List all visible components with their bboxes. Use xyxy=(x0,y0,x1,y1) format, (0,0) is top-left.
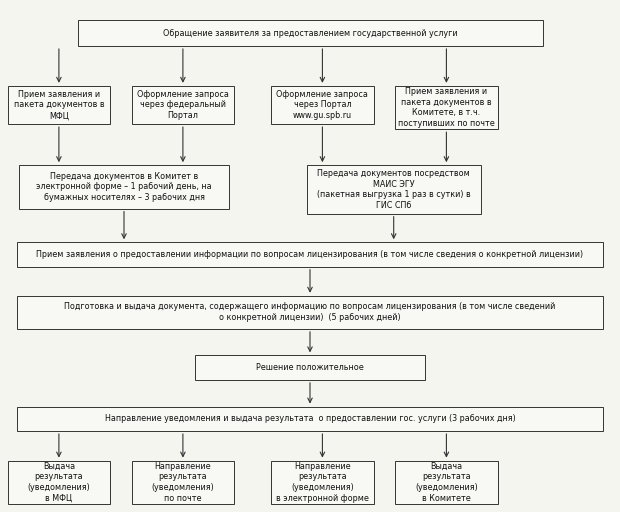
Text: Решение положительное: Решение положительное xyxy=(256,363,364,372)
Text: Передача документов посредством
МАИС ЭГУ
(пакетная выгрузка 1 раз в сутки) в
ГИС: Передача документов посредством МАИС ЭГУ… xyxy=(317,169,471,210)
Text: Выдача
результата
(уведомления)
в МФЦ: Выдача результата (уведомления) в МФЦ xyxy=(27,462,91,503)
FancyBboxPatch shape xyxy=(131,461,234,504)
FancyBboxPatch shape xyxy=(17,295,603,329)
Text: Направление
результата
(уведомления)
по почте: Направление результата (уведомления) по … xyxy=(151,462,215,503)
FancyBboxPatch shape xyxy=(78,20,542,46)
FancyBboxPatch shape xyxy=(17,242,603,267)
FancyBboxPatch shape xyxy=(7,461,110,504)
FancyBboxPatch shape xyxy=(272,86,373,124)
Text: Передача документов в Комитет в
электронной форме – 1 рабочий день, на
бумажных : Передача документов в Комитет в электрон… xyxy=(36,172,212,202)
Text: Направление уведомления и выдача результата  о предоставлении гос. услуги (3 раб: Направление уведомления и выдача результ… xyxy=(105,414,515,423)
Text: Подготовка и выдача документа, содержащего информацию по вопросам лицензирования: Подготовка и выдача документа, содержаще… xyxy=(64,303,556,322)
Text: Выдача
результата
(уведомления)
в Комитете: Выдача результата (уведомления) в Комите… xyxy=(415,462,478,503)
FancyBboxPatch shape xyxy=(131,86,234,124)
FancyBboxPatch shape xyxy=(17,407,603,431)
Text: Прием заявления и
пакета документов в
Комитете, в т.ч.
поступивших по почте: Прием заявления и пакета документов в Ко… xyxy=(398,87,495,128)
FancyBboxPatch shape xyxy=(7,86,110,124)
Text: Прием заявления и
пакета документов в
МФЦ: Прием заявления и пакета документов в МФ… xyxy=(14,90,104,120)
Text: Направление
результата
(уведомления)
в электронной форме: Направление результата (уведомления) в э… xyxy=(276,462,369,503)
Text: Оформление запроса
через Портал
www.gu.spb.ru: Оформление запроса через Портал www.gu.s… xyxy=(277,90,368,120)
FancyBboxPatch shape xyxy=(272,461,373,504)
FancyBboxPatch shape xyxy=(19,165,229,209)
FancyBboxPatch shape xyxy=(396,461,497,504)
FancyBboxPatch shape xyxy=(396,86,497,129)
FancyBboxPatch shape xyxy=(195,355,425,380)
Text: Оформление запроса
через федеральный
Портал: Оформление запроса через федеральный Пор… xyxy=(137,90,229,120)
Text: Прием заявления о предоставлении информации по вопросам лицензирования (в том чи: Прием заявления о предоставлении информа… xyxy=(37,250,583,259)
FancyBboxPatch shape xyxy=(307,165,480,214)
Text: Обращение заявителя за предоставлением государственной услуги: Обращение заявителя за предоставлением г… xyxy=(162,29,458,38)
